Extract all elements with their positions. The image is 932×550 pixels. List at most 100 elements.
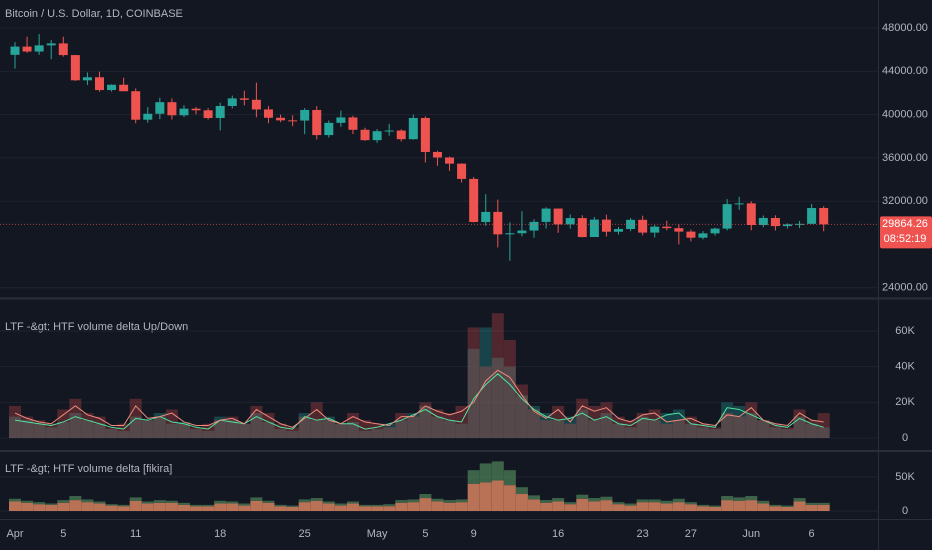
candle-body [143, 113, 153, 120]
candle-body [82, 77, 92, 81]
pane-title: LTF -&gt; HTF volume delta Up/Down [5, 321, 188, 333]
stacked-bar [310, 500, 323, 511]
x-tick-label: 11 [130, 528, 141, 540]
volume-bar [105, 427, 118, 439]
y-tick-label: 50K [895, 471, 915, 483]
volume-bar [443, 420, 456, 439]
stacked-bar [395, 502, 408, 511]
candle-body [505, 233, 515, 235]
volume-bar [528, 405, 541, 439]
x-tick-label: 5 [60, 528, 66, 540]
stacked-bar [672, 502, 685, 511]
volume-bar [322, 420, 335, 439]
stacked-bar [33, 504, 46, 511]
candle-body [432, 151, 442, 158]
volume-bar [540, 420, 553, 439]
stacked-bar [298, 499, 311, 503]
stacked-bar [745, 500, 758, 511]
volume-bar [721, 413, 734, 439]
stacked-bar [552, 498, 565, 502]
candle-body [517, 230, 527, 234]
candle-body [167, 102, 177, 116]
stacked-bar [757, 500, 770, 504]
stacked-bar [443, 502, 456, 511]
candle-body [372, 131, 382, 141]
x-tick-label: Jun [742, 528, 760, 540]
volume-bar [93, 423, 106, 439]
stacked-bar [359, 504, 372, 507]
stacked-bar [346, 501, 359, 504]
stacked-bar [105, 504, 118, 506]
stacked-bar [274, 506, 287, 511]
stacked-bar [576, 494, 589, 499]
volume-bar [346, 413, 359, 439]
candle-body [408, 117, 418, 140]
stacked-bar [21, 500, 34, 503]
volume-bar [177, 421, 190, 439]
volume-bar [226, 420, 239, 439]
stacked-bar [9, 501, 21, 511]
stacked-bar [479, 463, 492, 483]
volume-bar [262, 413, 275, 439]
volume-bar [81, 413, 94, 439]
candle-body [239, 98, 249, 100]
candle-body [70, 55, 80, 81]
volume-bar [576, 398, 589, 439]
y-tick-label: 32000.00 [882, 195, 928, 207]
series-line [14, 373, 824, 430]
stacked-bar [165, 502, 178, 511]
candle-body [662, 226, 672, 229]
stacked-bar [612, 504, 625, 511]
stacked-bar [564, 502, 577, 505]
stacked-bar [371, 504, 384, 507]
chart-title: Bitcoin / U.S. Dollar, 1D, COINBASE [5, 8, 183, 20]
volume-bar [733, 416, 746, 439]
stacked-bar [45, 504, 58, 511]
volume-bar [672, 420, 685, 439]
stacked-bar [709, 506, 722, 511]
stacked-bar [407, 499, 420, 503]
volume-bar [721, 402, 734, 439]
stacked-bar [310, 498, 323, 501]
volume-bar [69, 413, 82, 439]
y-tick-label: 36000.00 [882, 152, 928, 164]
stacked-bar [383, 506, 396, 511]
stacked-bar [177, 502, 190, 505]
volume-bar [564, 423, 577, 439]
candle-body [312, 109, 322, 136]
stacked-bar [672, 498, 685, 503]
stacked-bar [660, 500, 673, 504]
volume-bar [105, 429, 118, 439]
y-tick-label: 60K [895, 325, 915, 337]
volume-bar [93, 416, 106, 439]
volume-bar [346, 421, 359, 439]
candle-body [119, 84, 129, 92]
stacked-bar [733, 497, 746, 501]
volume-bar [588, 405, 601, 439]
candle-body [674, 228, 684, 232]
stacked-bar [588, 498, 601, 502]
stacked-bar [684, 502, 697, 505]
candle-body [758, 217, 768, 226]
volume-bar [250, 405, 263, 439]
candle-body [457, 163, 467, 179]
candle-body [58, 43, 68, 56]
volume-bar [286, 430, 299, 439]
y-tick-label: 48000.00 [882, 22, 928, 34]
stacked-bar [660, 503, 673, 511]
stacked-bar [817, 502, 830, 505]
candle-body [577, 218, 587, 238]
volume-bar [443, 413, 456, 439]
stacked-bar [781, 505, 794, 507]
candle-body [710, 228, 720, 234]
stacked-bar [491, 461, 504, 481]
volume-bar [45, 423, 58, 439]
candle-body [819, 208, 829, 225]
stacked-bar [21, 502, 34, 511]
volume-bar [57, 409, 70, 439]
candle-body [107, 84, 117, 91]
candle-body [529, 221, 539, 231]
stacked-bar [395, 500, 408, 503]
